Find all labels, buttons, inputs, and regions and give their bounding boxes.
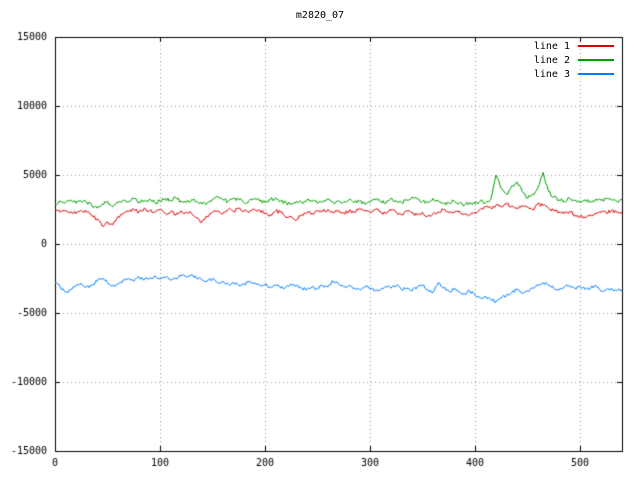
legend-entry-line1: line 1 [534, 39, 614, 53]
legend-line-sample-blue-icon [578, 73, 614, 75]
legend-entry-line2: line 2 [534, 53, 614, 67]
legend-label-line2: line 2 [533, 54, 570, 66]
chart-title: m2820_07 [295, 10, 345, 21]
legend-line-sample-red-icon [578, 45, 614, 47]
legend-label-line3: line 3 [533, 68, 570, 80]
legend-entry-line3: line 3 [534, 67, 614, 81]
legend: line 1 line 2 line 3 [534, 39, 614, 81]
legend-label-line1: line 1 [533, 40, 570, 52]
legend-line-sample-green-icon [578, 59, 614, 61]
